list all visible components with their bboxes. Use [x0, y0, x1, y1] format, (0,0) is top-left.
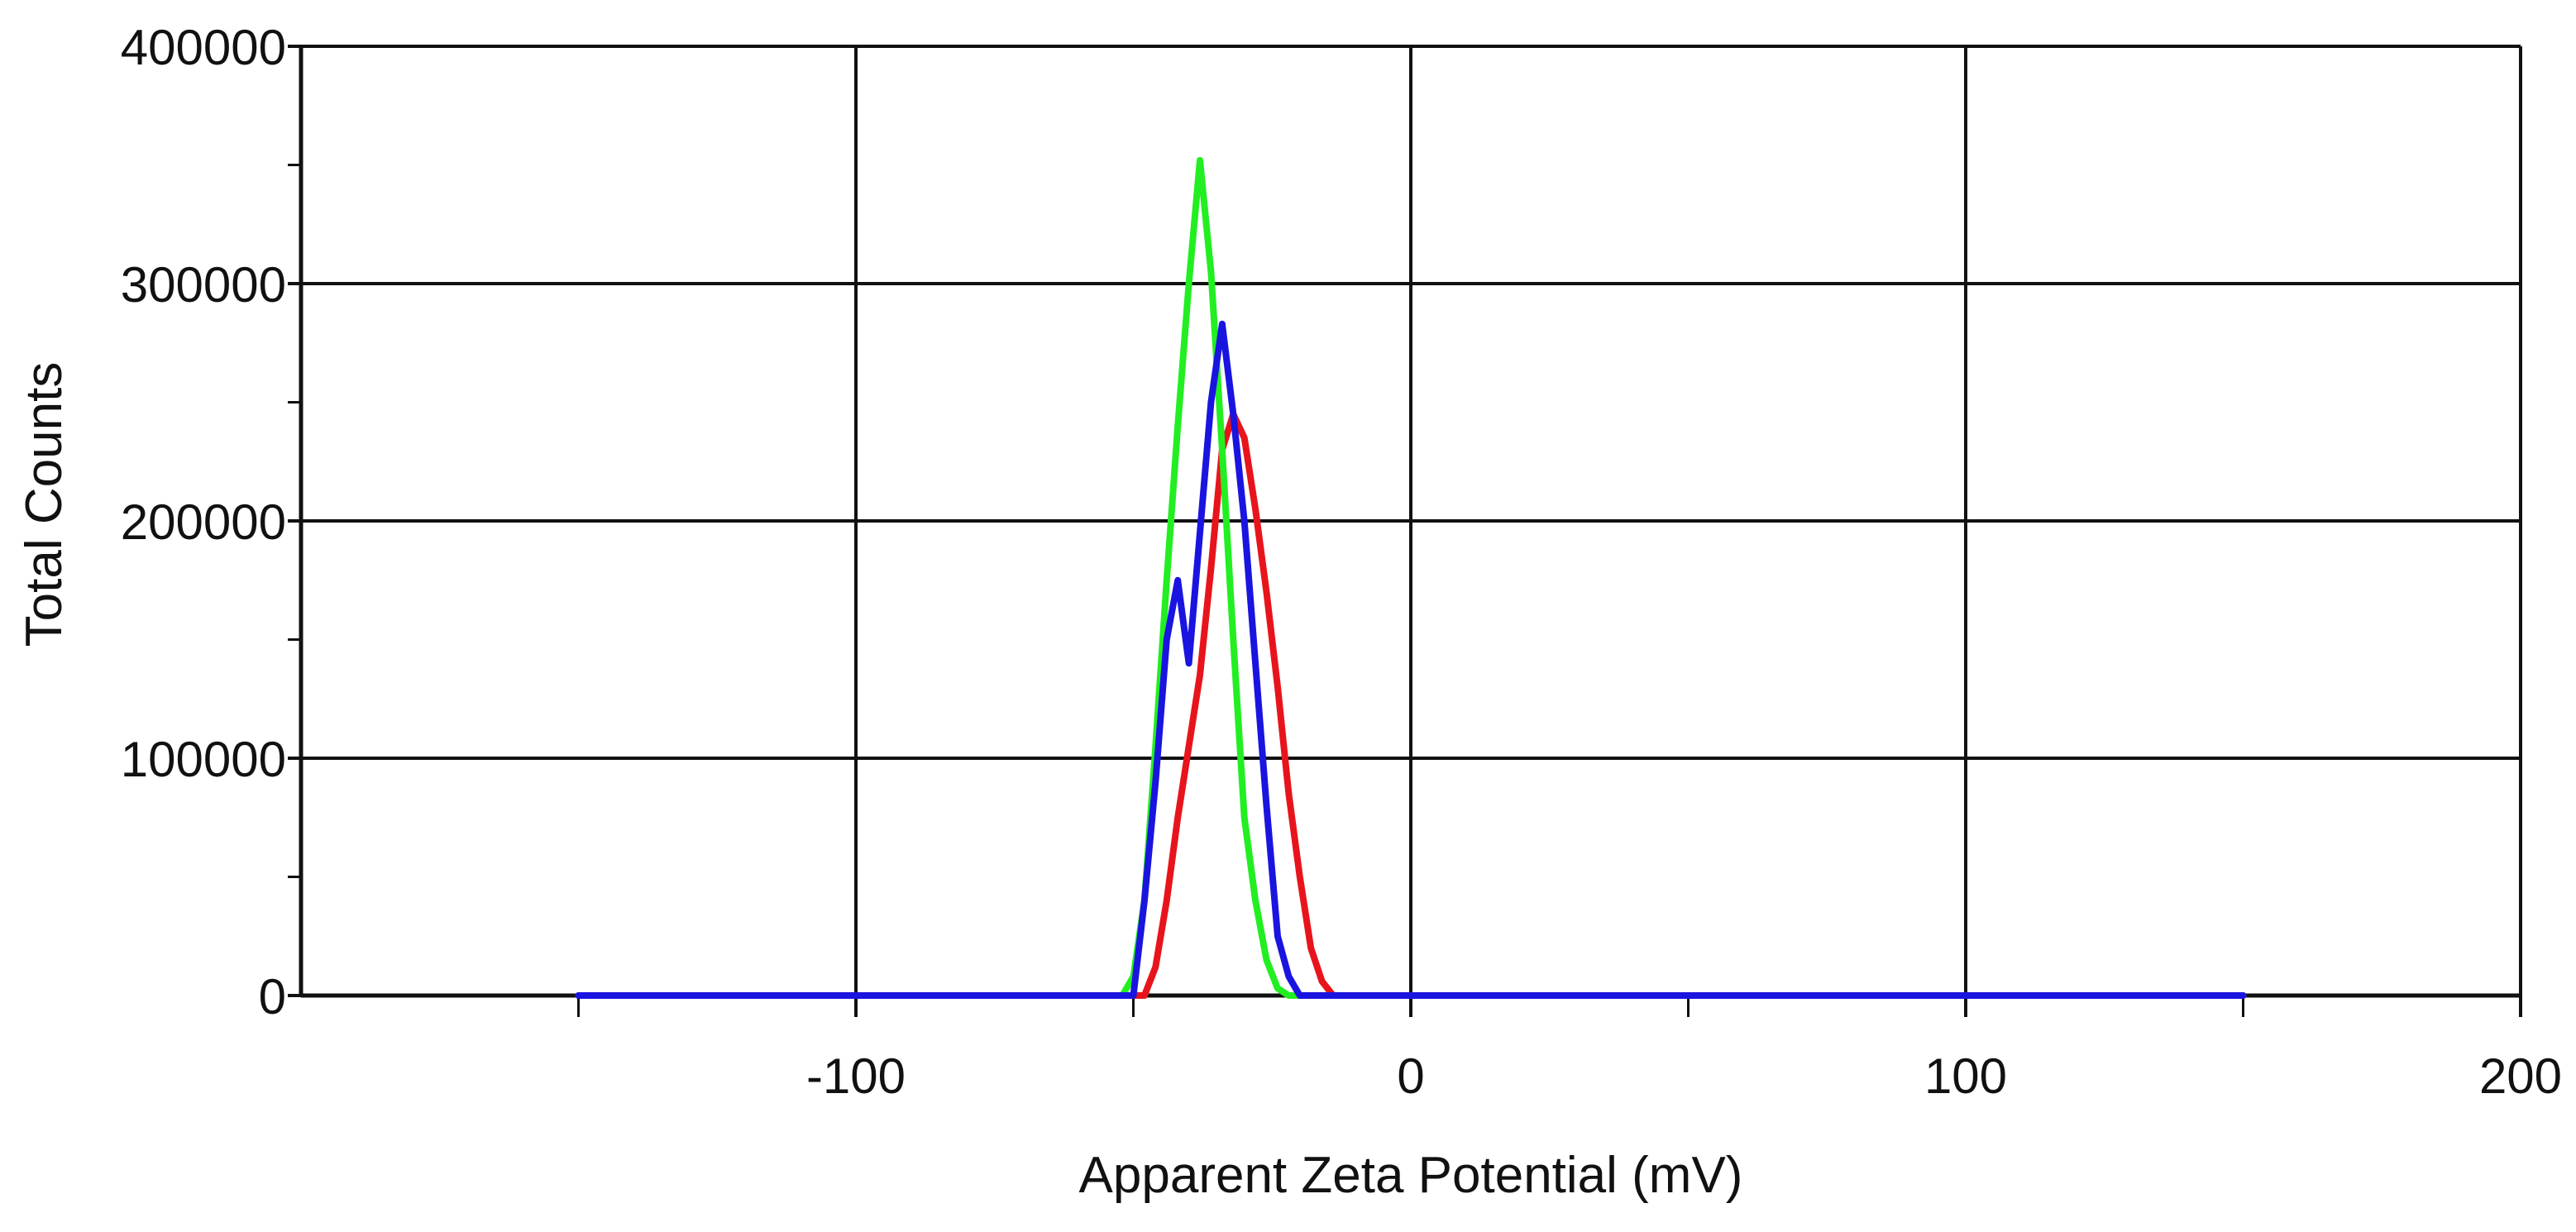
x-tick-label: 200 — [2479, 1048, 2562, 1104]
y-tick-label: 200000 — [121, 494, 286, 550]
y-tick-label: 400000 — [121, 20, 286, 75]
y-axis-label: Total Counts — [16, 362, 73, 647]
y-tick-label: 0 — [259, 969, 286, 1024]
grid — [301, 45, 2522, 996]
tick-labels: 0 100000 200000 300000 400000 -100 0 100 200 — [121, 20, 2562, 1104]
x-tick-label: 0 — [1397, 1048, 1424, 1104]
data-series — [575, 156, 2247, 999]
series-line-blue — [575, 320, 2247, 999]
series-line-red — [575, 410, 2247, 999]
y-tick-label: 100000 — [121, 732, 286, 787]
x-tick-label: 100 — [1924, 1048, 2007, 1104]
x-tick-label: -100 — [806, 1048, 906, 1104]
x-axis-label: Apparent Zeta Potential (mV) — [1079, 1147, 1743, 1204]
y-tick-label: 300000 — [121, 257, 286, 313]
